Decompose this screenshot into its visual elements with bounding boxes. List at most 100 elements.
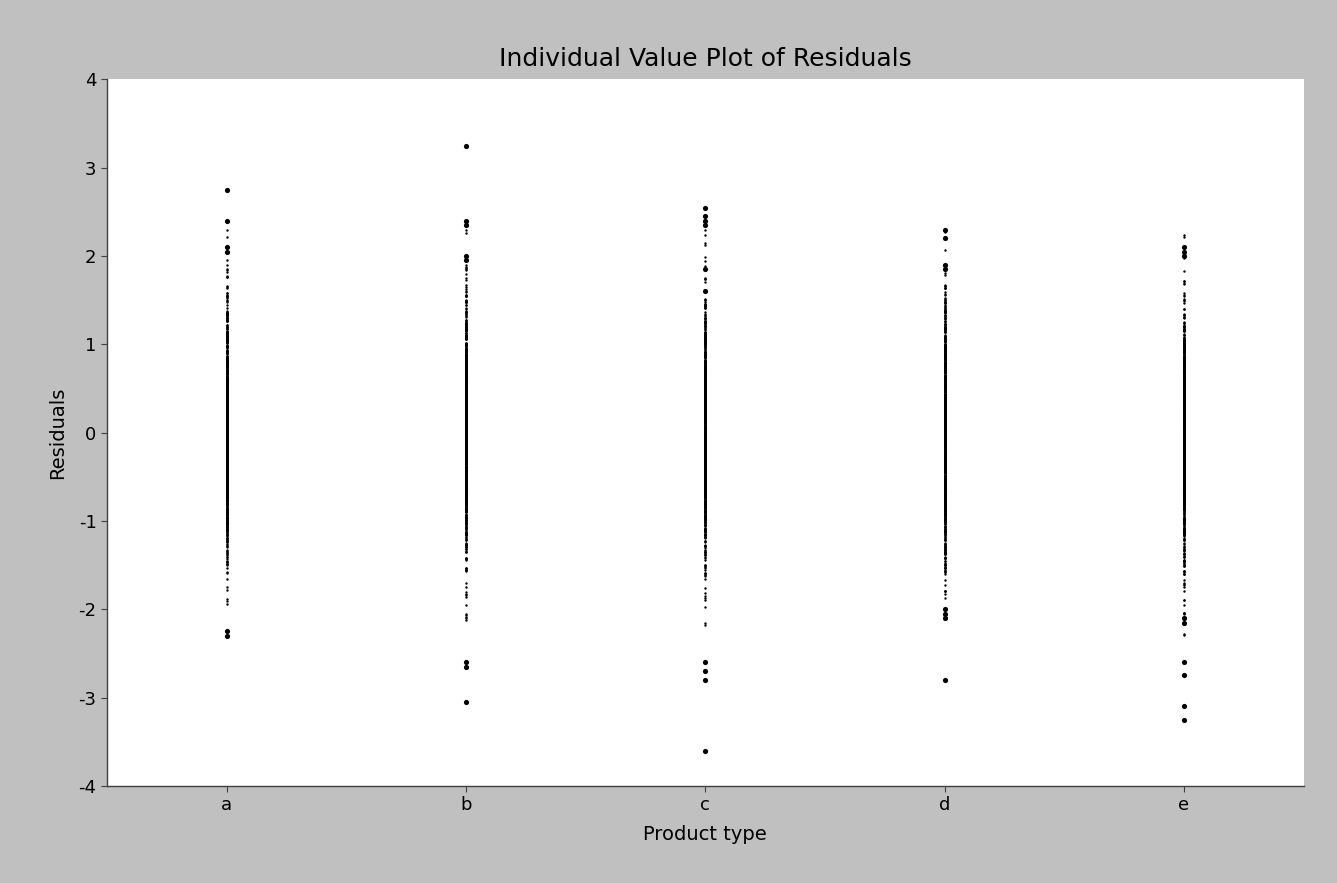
Point bbox=[695, 463, 717, 477]
Point bbox=[217, 458, 238, 472]
Point bbox=[933, 335, 955, 349]
Point bbox=[217, 475, 238, 489]
Point bbox=[1174, 501, 1195, 515]
Point bbox=[455, 405, 476, 419]
Point bbox=[695, 313, 717, 328]
Point bbox=[933, 584, 955, 598]
Point bbox=[695, 485, 717, 499]
Point bbox=[695, 385, 717, 399]
Point bbox=[217, 414, 238, 428]
Point bbox=[455, 308, 476, 322]
Point bbox=[933, 361, 955, 375]
Point bbox=[217, 442, 238, 456]
Point bbox=[455, 470, 476, 484]
Point bbox=[1174, 485, 1195, 499]
Point bbox=[1174, 472, 1195, 487]
Point bbox=[455, 453, 476, 467]
Point bbox=[695, 470, 717, 484]
Point bbox=[217, 411, 238, 425]
Point bbox=[217, 489, 238, 503]
Point bbox=[217, 446, 238, 460]
Point bbox=[455, 443, 476, 457]
Point bbox=[1174, 413, 1195, 427]
Point bbox=[455, 461, 476, 475]
Point bbox=[217, 306, 238, 321]
Point bbox=[695, 456, 717, 470]
Point bbox=[1174, 487, 1195, 502]
Point bbox=[933, 438, 955, 452]
Point bbox=[1174, 495, 1195, 509]
Point bbox=[455, 435, 476, 449]
Point bbox=[455, 342, 476, 356]
Point bbox=[455, 493, 476, 507]
Point bbox=[933, 360, 955, 374]
Point bbox=[217, 325, 238, 339]
Point bbox=[695, 451, 717, 465]
Point bbox=[455, 343, 476, 358]
Point bbox=[455, 459, 476, 473]
Point bbox=[933, 434, 955, 448]
Point bbox=[933, 403, 955, 417]
Point bbox=[933, 389, 955, 404]
Point bbox=[217, 387, 238, 401]
Point bbox=[217, 407, 238, 421]
Point bbox=[455, 438, 476, 452]
Point bbox=[217, 386, 238, 400]
Point bbox=[217, 461, 238, 475]
Point bbox=[933, 370, 955, 384]
Point bbox=[695, 316, 717, 330]
Point bbox=[1174, 366, 1195, 380]
Point bbox=[933, 293, 955, 307]
Point bbox=[695, 331, 717, 345]
Point bbox=[455, 351, 476, 365]
Point bbox=[217, 328, 238, 343]
Point bbox=[455, 294, 476, 308]
Point bbox=[1174, 461, 1195, 475]
Point bbox=[695, 426, 717, 441]
Point bbox=[1174, 456, 1195, 470]
Point bbox=[455, 399, 476, 413]
Point bbox=[1174, 450, 1195, 464]
Point bbox=[1174, 606, 1195, 620]
Point bbox=[455, 295, 476, 309]
Point bbox=[455, 350, 476, 364]
Point bbox=[455, 464, 476, 478]
Point bbox=[695, 309, 717, 323]
Point bbox=[695, 508, 717, 522]
Point bbox=[217, 494, 238, 508]
Point bbox=[455, 467, 476, 481]
Point bbox=[217, 420, 238, 434]
Point bbox=[933, 520, 955, 534]
Point bbox=[1174, 464, 1195, 479]
Point bbox=[695, 502, 717, 517]
Point bbox=[695, 510, 717, 525]
Point bbox=[217, 384, 238, 398]
Point bbox=[695, 394, 717, 408]
Point bbox=[695, 515, 717, 529]
Point bbox=[217, 350, 238, 364]
Point bbox=[217, 419, 238, 433]
Point bbox=[455, 459, 476, 473]
Point bbox=[695, 477, 717, 491]
Point bbox=[1174, 366, 1195, 381]
Point bbox=[695, 469, 717, 483]
Point bbox=[695, 336, 717, 350]
Point bbox=[455, 498, 476, 512]
Point bbox=[1174, 369, 1195, 383]
Point bbox=[455, 540, 476, 555]
Point bbox=[217, 413, 238, 427]
Point bbox=[217, 428, 238, 442]
Point bbox=[695, 592, 717, 606]
Point bbox=[1174, 426, 1195, 440]
Point bbox=[933, 475, 955, 489]
Point bbox=[695, 407, 717, 421]
Point bbox=[455, 405, 476, 419]
Point bbox=[455, 396, 476, 411]
Point bbox=[217, 409, 238, 423]
Point bbox=[695, 369, 717, 383]
Point bbox=[933, 606, 955, 620]
Point bbox=[455, 386, 476, 400]
Point bbox=[1174, 494, 1195, 509]
Point bbox=[455, 513, 476, 527]
Point bbox=[455, 270, 476, 284]
